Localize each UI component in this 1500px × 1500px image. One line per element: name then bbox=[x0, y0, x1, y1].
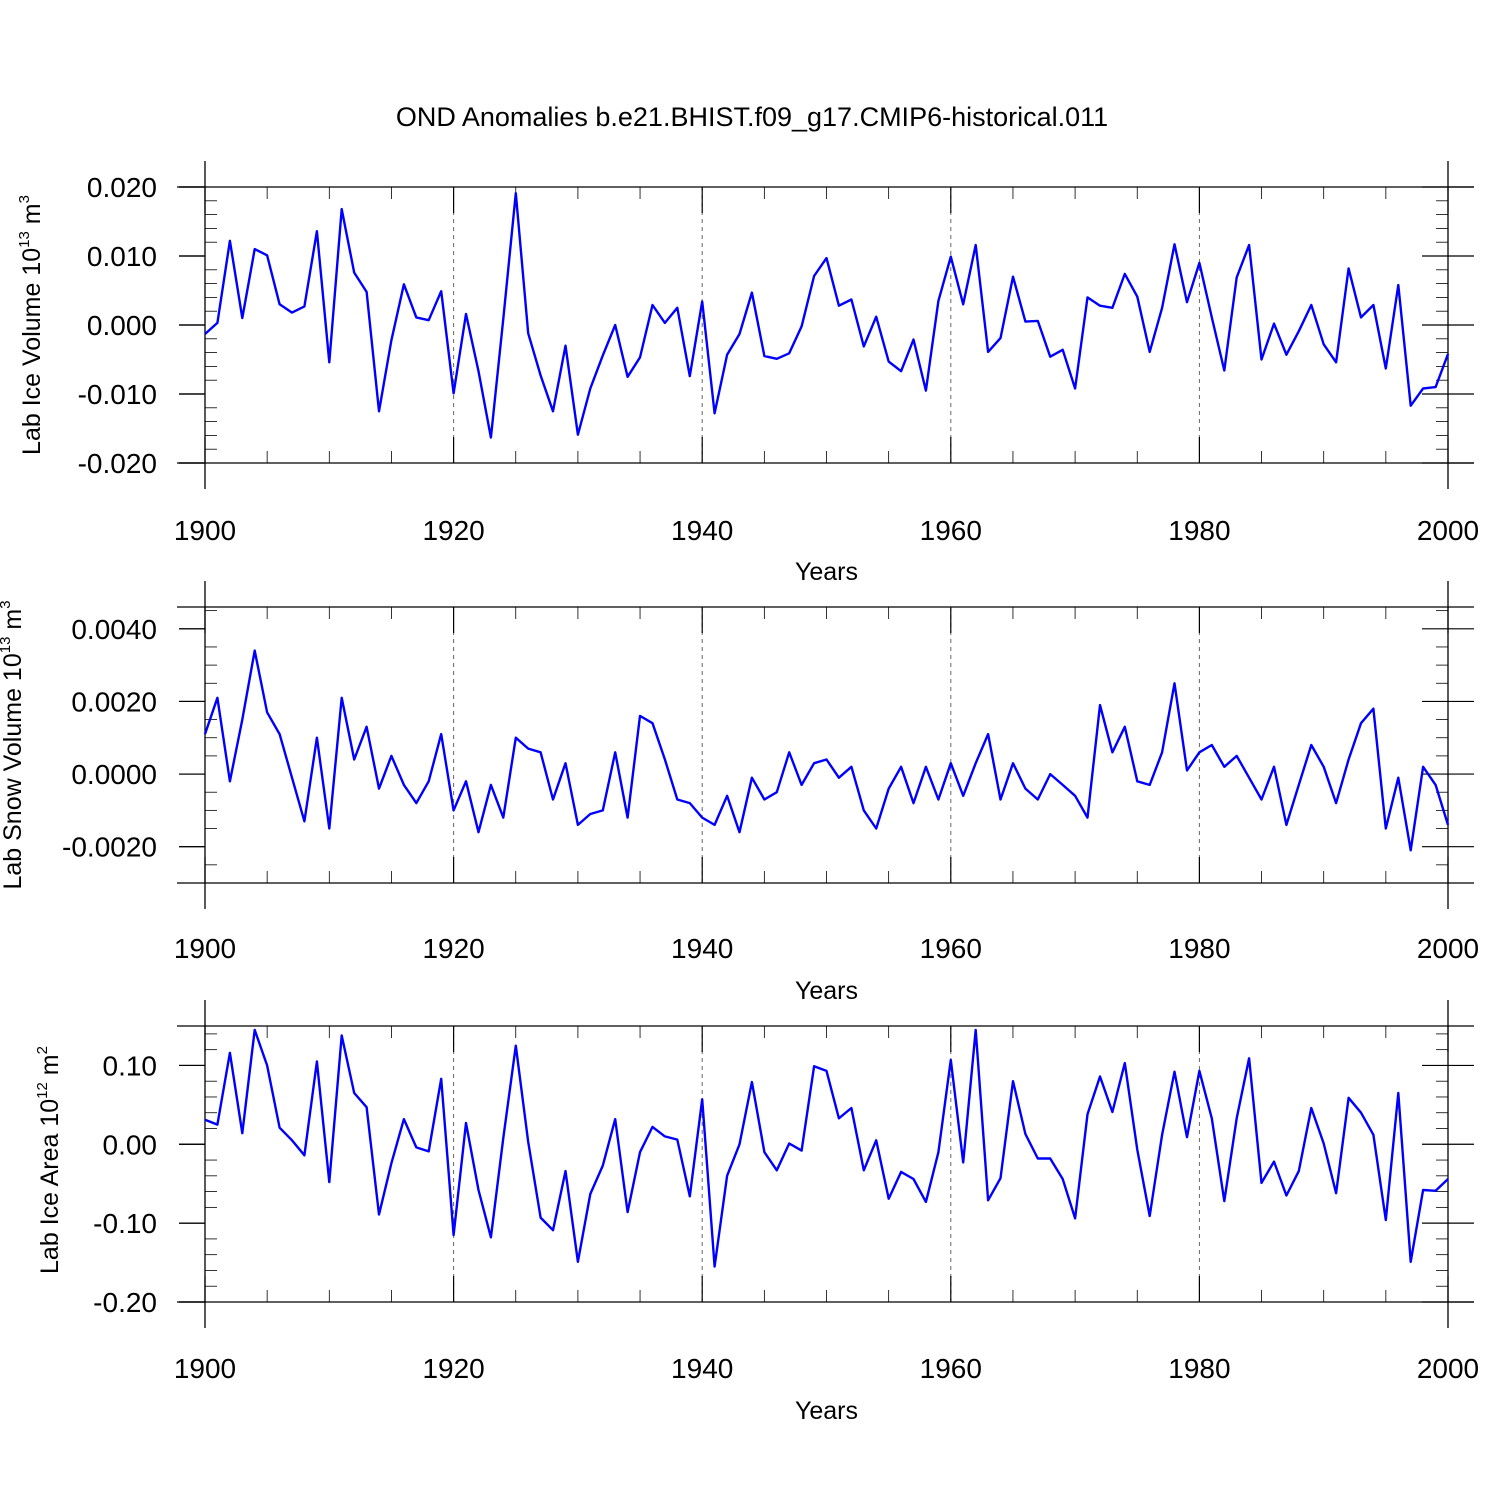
x-axis-title: Years bbox=[795, 1397, 858, 1425]
x-tick-label-1940: 1940 bbox=[671, 933, 733, 964]
x-tick-label-1920: 1920 bbox=[422, 515, 484, 546]
x-tick-label-2000: 2000 bbox=[1417, 1353, 1479, 1384]
x-tick-label-1960: 1960 bbox=[920, 515, 982, 546]
y-title-main: Lab Ice Volume 10 bbox=[18, 248, 46, 455]
x-tick-label-1980: 1980 bbox=[1168, 515, 1230, 546]
y-tick-label-3: 0.010 bbox=[87, 241, 157, 272]
x-tick-label-1900: 1900 bbox=[174, 933, 236, 964]
x-tick-label-1920: 1920 bbox=[422, 933, 484, 964]
x-axis-title: Years bbox=[795, 558, 858, 586]
y-title-exponent: 13 bbox=[0, 637, 14, 654]
panel-ice-volume: 1900 1920 1940 1960 1980 2000 Years -0.020 -0.01… bbox=[16, 161, 1479, 586]
figure-title: OND Anomalies b.e21.BHIST.f09_g17.CMIP6-… bbox=[396, 102, 1108, 132]
series-line-ice-volume bbox=[204, 191, 1450, 439]
y-tick-label-1: -0.10 bbox=[93, 1208, 157, 1239]
series-line-ice-area bbox=[204, 1028, 1449, 1268]
y-title-unit-exponent: 3 bbox=[16, 195, 33, 203]
y-tick-label-4: 0.020 bbox=[87, 172, 157, 203]
y-tick-label-1: 0.0000 bbox=[71, 759, 157, 790]
y-title-unit-exponent: 3 bbox=[0, 600, 14, 608]
y-tick-label-0: -0.20 bbox=[93, 1287, 157, 1318]
y-title-exponent: 12 bbox=[34, 1082, 51, 1099]
x-tick-label-2000: 2000 bbox=[1417, 515, 1479, 546]
x-axis-title: Years bbox=[795, 977, 858, 1005]
x-tick-label-1980: 1980 bbox=[1168, 933, 1230, 964]
y-title-unit: m bbox=[36, 1054, 64, 1082]
y-title-exponent: 13 bbox=[16, 231, 33, 248]
x-tick-label-1960: 1960 bbox=[920, 1353, 982, 1384]
x-tick-label-1940: 1940 bbox=[671, 515, 733, 546]
x-tick-label-2000: 2000 bbox=[1417, 933, 1479, 964]
x-tick-label-1980: 1980 bbox=[1168, 1353, 1230, 1384]
x-tick-label-1900: 1900 bbox=[174, 515, 236, 546]
y-axis-title: Lab Ice Volume 1013 m3 bbox=[16, 195, 46, 455]
y-tick-label-1: -0.010 bbox=[78, 379, 157, 410]
x-tick-label-1960: 1960 bbox=[920, 933, 982, 964]
y-tick-label-3: 0.0040 bbox=[71, 614, 157, 645]
y-tick-label-2: 0.0020 bbox=[71, 686, 157, 717]
y-axis-title: Lab Ice Area 1012 m2 bbox=[34, 1046, 64, 1274]
y-title-unit-exponent: 2 bbox=[34, 1046, 51, 1054]
panel-snow-volume: 1900 1920 1940 1960 1980 2000 Years -0.0020 0.00… bbox=[0, 581, 1479, 1005]
y-tick-label-0: -0.020 bbox=[78, 448, 157, 479]
y-tick-label-0: -0.0020 bbox=[62, 832, 157, 863]
y-title-unit: m bbox=[18, 203, 46, 231]
y-tick-label-3: 0.10 bbox=[103, 1050, 158, 1081]
panel-ice-area: 1900 1920 1940 1960 1980 2000 Years -0.20 -0.10 0… bbox=[34, 1000, 1479, 1425]
y-title-main: Lab Snow Volume 10 bbox=[0, 653, 27, 889]
y-tick-label-2: 0.000 bbox=[87, 310, 157, 341]
y-title-unit: m bbox=[0, 609, 27, 637]
x-tick-label-1940: 1940 bbox=[671, 1353, 733, 1384]
x-tick-label-1900: 1900 bbox=[174, 1353, 236, 1384]
y-tick-label-2: 0.00 bbox=[103, 1129, 158, 1160]
panels-container: 1900 1920 1940 1960 1980 2000 Years -0.020 -0.01… bbox=[0, 161, 1479, 1425]
y-axis-title: Lab Snow Volume 1013 m3 bbox=[0, 600, 27, 889]
series-line-snow-volume bbox=[203, 649, 1450, 852]
y-title-main: Lab Ice Area 10 bbox=[36, 1099, 64, 1274]
x-tick-label-1920: 1920 bbox=[422, 1353, 484, 1384]
